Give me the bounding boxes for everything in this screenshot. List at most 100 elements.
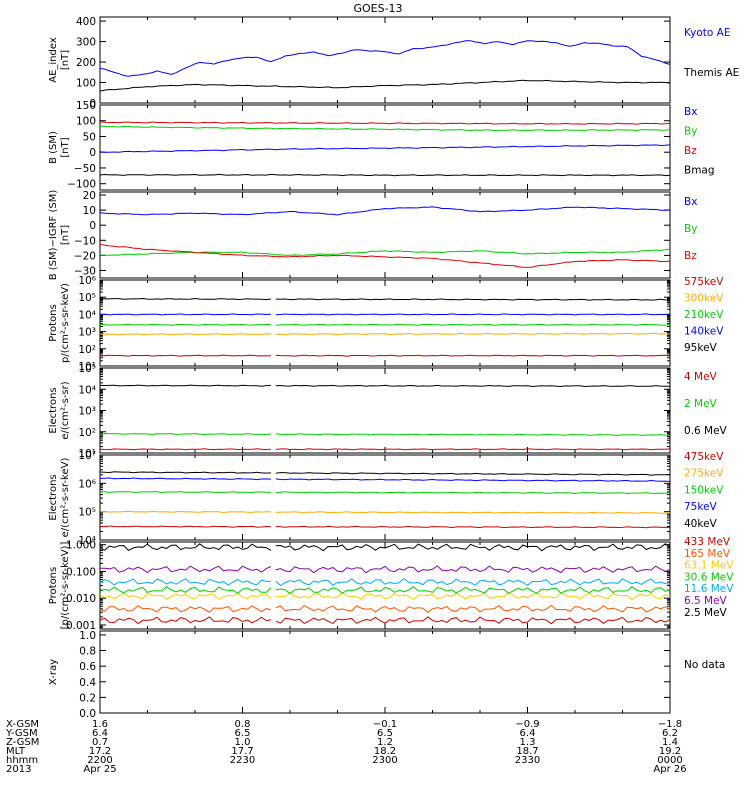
legend-label: 30.6 MeV [684, 571, 734, 583]
y-tick-label: −10 [74, 235, 96, 247]
y-tick-label: 10⁴ [78, 384, 96, 396]
y-tick-label: 0.6 [79, 661, 96, 673]
ephemeris-value: 17.7 [231, 746, 253, 757]
series-line-150kev [275, 491, 671, 495]
legend-label: 4 MeV [684, 371, 718, 383]
y-tick-label: 10⁵ [78, 292, 96, 304]
series-line-30-6-mev [99, 586, 272, 594]
series-line-2-mev [99, 432, 272, 436]
panel-bigrf: −30 −20 −10 0 10 20 B (SM)−IGRF (SM) [nT] Bx By Bz [48, 190, 697, 281]
y-axis-unit: p/(cm²-s-sr-keV) [60, 283, 71, 363]
y-tick-label: 20 [83, 190, 96, 202]
y-axis-label: AE_index [48, 37, 59, 83]
y-axis-label: X-ray [48, 659, 59, 685]
series-line-165-mev [275, 604, 671, 613]
legend-label: 2.5 MeV [684, 607, 728, 619]
series-line-210kev [275, 323, 671, 326]
series-line-30-6-mev [275, 586, 671, 595]
legend-label: Themis AE [683, 67, 739, 79]
y-tick-label: 0.2 [79, 692, 96, 704]
legend-label: Bx [684, 196, 697, 208]
ephemeris-table: X-GSMY-GSMZ-GSMMLThhmm20131.66.40.717.22… [5, 719, 687, 775]
series-line-0-6-mev [99, 384, 272, 387]
ephemeris-value: 1.2 [377, 737, 393, 748]
y-tick-label: −50 [74, 163, 96, 175]
ephemeris-value: 0.8 [235, 719, 251, 730]
series-line-40kev [99, 471, 272, 474]
series-line-2-5-mev [275, 543, 671, 552]
y-axis-unit: [nT] [60, 137, 71, 157]
legend-label: 6.5 MeV [684, 595, 728, 607]
ephemeris-row-label: hhmm [6, 755, 38, 766]
ephemeris-row-label: MLT [6, 746, 26, 757]
y-tick-label: 10³ [78, 327, 96, 339]
ephemeris-value: −0.9 [515, 719, 539, 730]
ephemeris-value: 2200 [87, 755, 112, 766]
y-tick-label: 10⁴ [78, 535, 96, 547]
y-tick-label: 1.000 [66, 540, 96, 552]
legend-label: 150keV [684, 484, 724, 496]
y-tick-label: 0.0 [79, 708, 96, 720]
legend-label: 300keV [684, 293, 724, 305]
panel-bsm: −100 −50 0 50 100 150 B (SM) [nT] Bx By Bz Bmag [48, 100, 715, 191]
y-axis-unit: e/(cm²-s-sr) [60, 381, 71, 439]
y-tick-label: 10⁵ [78, 363, 96, 375]
series-line-475kev [100, 525, 272, 528]
y-tick-label: 10¹ [78, 361, 96, 373]
y-tick-label: 0.4 [79, 677, 96, 689]
legend-label: 95keV [684, 342, 718, 354]
legend-label: 475keV [684, 451, 724, 463]
y-tick-label: 400 [76, 16, 96, 28]
legend-label: 40keV [684, 518, 718, 530]
panel-protons_mev: 0.001 0.010 0.100 1.000 Protons [p/(cm²-s-sr-… [48, 536, 734, 632]
legend-label: 2 MeV [684, 398, 718, 410]
ephemeris-row-label: 2013 [6, 764, 31, 775]
panel-xray: 0.0 0.2 0.4 0.6 0.8 1.0 X-ray No data [48, 630, 725, 720]
y-tick-label: 10 [83, 205, 96, 217]
series-line-2-5-mev [99, 543, 272, 552]
y-tick-label: 0 [89, 147, 96, 159]
ephemeris-value: 1.6 [92, 719, 108, 730]
y-axis-label: B (SM) [48, 131, 59, 164]
legend-label: No data [684, 659, 725, 671]
series-line-150kev [99, 491, 272, 494]
series-line-themis-ae [99, 79, 671, 92]
series-line-75kev [275, 478, 671, 482]
series-line-40kev [275, 472, 671, 476]
y-tick-label: 0.8 [79, 646, 96, 658]
ephemeris-value: 0.7 [92, 737, 108, 748]
panel-electrons_mev: 10¹ 10² 10³ 10⁴ 10⁵ Electrons e/(cm²-s-sr) 4 Me… [48, 363, 728, 460]
series-line-75kev [99, 477, 272, 481]
series-line-bmag [99, 173, 671, 177]
y-axis-label: Protons [48, 304, 59, 341]
ephemeris-value: 6.4 [520, 728, 536, 739]
y-tick-label: 150 [76, 100, 96, 112]
y-tick-label: 0.100 [66, 566, 96, 578]
legend-label: Kyoto AE [684, 27, 730, 39]
series-line-0-6-mev [275, 384, 671, 388]
y-tick-label: 0.010 [66, 593, 96, 605]
y-axis-label: Protons [48, 567, 59, 604]
series-line-63-1-mev [99, 592, 272, 601]
panel-electrons_kev: 10⁴ 10⁵ 10⁶ 10⁷ Electrons e/(cm²-s-sr-keV) 475… [48, 450, 724, 547]
series-line-11-6-mev [99, 578, 272, 586]
y-tick-label: 100 [76, 116, 96, 128]
y-axis-label: Electrons [48, 474, 59, 520]
ephemeris-value: Apr 26 [653, 764, 686, 775]
legend-label: Bx [684, 106, 697, 118]
ephemeris-value: 19.2 [659, 746, 681, 757]
series-line-275kev [99, 510, 272, 514]
legend-label: 11.6 MeV [684, 583, 734, 595]
y-tick-label: 0.001 [66, 620, 96, 632]
y-tick-label: 0 [89, 220, 96, 232]
y-axis-label: Electrons [48, 387, 59, 433]
y-tick-label: −30 [74, 265, 96, 277]
y-axis-unit: [p/(cm²-s-sr-keV)] [60, 542, 71, 630]
y-tick-label: 10⁶ [78, 478, 96, 490]
legend-label: 275keV [684, 468, 724, 480]
ephemeris-value: 18.7 [516, 746, 538, 757]
series-line-140kev [275, 313, 671, 316]
series-line-275kev [275, 511, 671, 514]
